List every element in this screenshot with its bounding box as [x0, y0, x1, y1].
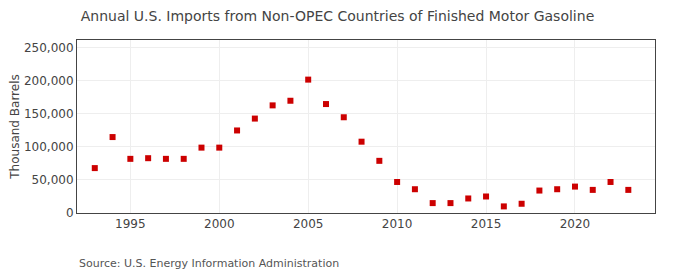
svg-text:Source: U.S. Energy Informatio: Source: U.S. Energy Information Administ…: [79, 257, 339, 270]
svg-text:2005: 2005: [293, 217, 324, 231]
svg-text:2000: 2000: [204, 217, 235, 231]
svg-text:2020: 2020: [560, 217, 591, 231]
svg-text:0: 0: [66, 206, 74, 220]
svg-text:Thousand Barrels: Thousand Barrels: [8, 74, 22, 179]
svg-text:2010: 2010: [382, 217, 413, 231]
svg-text:250,000: 250,000: [24, 41, 74, 55]
svg-text:150,000: 150,000: [24, 107, 74, 121]
svg-text:200,000: 200,000: [24, 74, 74, 88]
svg-text:2015: 2015: [471, 217, 502, 231]
svg-text:1995: 1995: [115, 217, 146, 231]
svg-text:Annual U.S. Imports from Non-O: Annual U.S. Imports from Non-OPEC Countr…: [81, 8, 595, 24]
svg-text:100,000: 100,000: [24, 140, 74, 154]
svg-text:50,000: 50,000: [32, 173, 74, 187]
